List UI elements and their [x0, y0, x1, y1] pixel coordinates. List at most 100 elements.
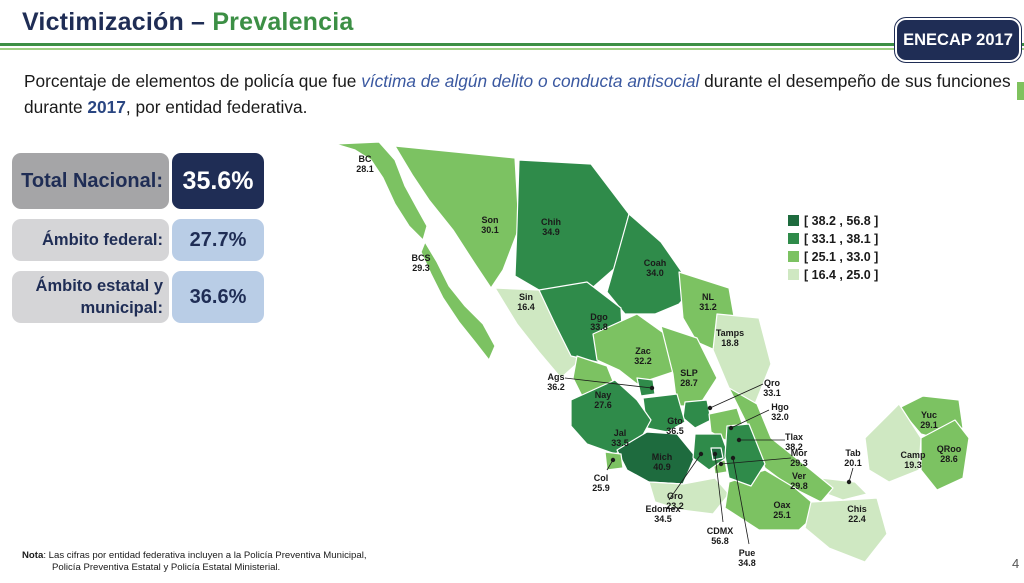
- header-rule-dark: [0, 43, 1024, 46]
- ambito-estatal-label-line1: Ámbito estatal y: [35, 277, 163, 295]
- state-value-slp: 28.7: [680, 378, 698, 388]
- state-label-cdmx: CDMX: [707, 526, 734, 536]
- legend-swatch-1: [788, 215, 799, 226]
- page-number: 4: [1012, 556, 1020, 571]
- state-value-chih: 34.9: [542, 227, 560, 237]
- subtitle-part1: Porcentaje de elementos de policía que f…: [24, 71, 362, 91]
- state-value-yuc: 29.1: [920, 420, 938, 430]
- state-label-yuc: Yuc: [921, 410, 937, 420]
- marker-dot-qro: [707, 405, 713, 411]
- legend-range-2: [ 33.1 , 38.1 ]: [804, 231, 879, 246]
- marker-dot-mor: [718, 461, 724, 467]
- state-label-jal: Jal: [614, 428, 627, 438]
- marker-dot-cdmx: [712, 451, 718, 457]
- legend-range-1: [ 38.2 , 56.8 ]: [804, 213, 879, 228]
- state-label-son: Son: [482, 215, 499, 225]
- state-label-zac: Zac: [635, 346, 651, 356]
- state-value-hgo: 32.0: [771, 412, 789, 422]
- marker-dot-tlax: [736, 437, 742, 443]
- legend-item-3: [ 25.1 , 33.0 ]: [788, 248, 878, 265]
- state-value-col: 25.9: [592, 483, 610, 493]
- marker-dot-col: [610, 457, 616, 463]
- state-value-edomex: 34.5: [654, 514, 672, 524]
- state-label-nl: NL: [702, 292, 714, 302]
- state-zac: [592, 313, 674, 385]
- survey-badge: ENECAP 2017: [897, 20, 1019, 60]
- map-legend: [ 38.2 , 56.8 ] [ 33.1 , 38.1 ] [ 25.1 ,…: [788, 212, 878, 284]
- state-label-tab: Tab: [845, 448, 861, 458]
- map-svg: BC28.1Son30.1Chih34.9Coah34.0BCS29.3Sin1…: [334, 141, 970, 568]
- subtitle-year: 2017: [87, 97, 126, 117]
- title-victimizacion: Victimización –: [22, 8, 213, 36]
- ambito-federal-label: Ámbito federal:: [12, 219, 169, 261]
- state-value-tab: 20.1: [844, 458, 862, 468]
- footnote-line1: : Las cifras por entidad federativa incl…: [43, 550, 367, 561]
- state-label-mich: Mich: [652, 452, 673, 462]
- legend-item-4: [ 16.4 , 25.0 ]: [788, 266, 878, 283]
- state-value-ags: 36.2: [547, 382, 565, 392]
- state-label-ver: Ver: [792, 471, 807, 481]
- state-value-jal: 33.5: [611, 438, 629, 448]
- state-value-cdmx: 56.8: [711, 536, 729, 546]
- subtitle-part2: durante el desempeño de sus funciones du…: [24, 71, 1011, 117]
- state-camp: [864, 403, 922, 483]
- header-rule-light: [0, 48, 1024, 50]
- state-label-slp: SLP: [680, 368, 698, 378]
- state-value-bcs: 29.3: [412, 263, 430, 273]
- chart-subtitle: Porcentaje de elementos de policía que f…: [24, 68, 1014, 120]
- state-label-gto: Gto: [667, 416, 683, 426]
- leader-line-pue: [732, 457, 750, 545]
- state-label-tlax: Tlax: [785, 432, 803, 442]
- state-value-oax: 25.1: [773, 510, 791, 520]
- legend-range-3: [ 25.1 , 33.0 ]: [804, 249, 879, 264]
- state-label-edomex: Edomex: [645, 504, 680, 514]
- state-label-pue: Pue: [739, 548, 756, 558]
- state-label-qro: Qro: [764, 378, 781, 388]
- marker-dot-ags: [649, 385, 655, 391]
- state-value-zac: 32.2: [634, 356, 652, 366]
- state-chis: [804, 497, 888, 563]
- state-son: [394, 145, 520, 289]
- footnote-label: Nota: [22, 550, 44, 561]
- leader-line-edomex: [668, 453, 702, 501]
- state-bc: [334, 141, 428, 241]
- state-label-chih: Chih: [541, 217, 561, 227]
- legend-swatch-2: [788, 233, 799, 244]
- legend-item-1: [ 38.2 , 56.8 ]: [788, 212, 878, 229]
- state-value-sin: 16.4: [517, 302, 535, 312]
- state-label-ags: Ags: [547, 372, 564, 382]
- state-value-son: 30.1: [481, 225, 499, 235]
- state-label-dgo: Dgo: [590, 312, 608, 322]
- state-value-gro: 23.2: [666, 501, 684, 511]
- leader-line-hgo: [730, 409, 770, 429]
- state-label-nay: Nay: [595, 390, 612, 400]
- footnote-line2: Policía Preventiva Estatal y Policía Est…: [52, 562, 281, 573]
- state-value-bc: 28.1: [356, 164, 374, 174]
- state-label-chis: Chis: [847, 504, 867, 514]
- state-qroo: [920, 419, 970, 491]
- state-value-tamps: 18.8: [721, 338, 739, 348]
- ambito-estatal-value: 36.6%: [172, 271, 264, 323]
- leader-line-qro: [709, 383, 764, 409]
- state-value-chis: 22.4: [848, 514, 866, 524]
- state-label-coah: Coah: [644, 258, 667, 268]
- footnote: Nota: Las cifras por entidad federativa …: [22, 550, 367, 574]
- state-value-pue: 34.8: [738, 558, 756, 568]
- subtitle-part3: , por entidad federativa.: [125, 97, 308, 117]
- leader-line-cdmx: [714, 453, 724, 523]
- state-value-qroo: 28.6: [940, 454, 958, 464]
- state-label-mor: Mor: [791, 448, 808, 458]
- marker-dot-hgo: [728, 425, 734, 431]
- page-title: Victimización – Prevalencia: [22, 8, 354, 37]
- legend-swatch-4: [788, 269, 799, 280]
- legend-item-2: [ 33.1 , 38.1 ]: [788, 230, 878, 247]
- state-coah: [606, 213, 694, 315]
- state-label-camp: Camp: [900, 450, 926, 460]
- marker-dot-edomex: [698, 451, 704, 457]
- ambito-estatal-label: Ámbito estatal y municipal:: [12, 271, 169, 323]
- state-mich: [616, 431, 696, 485]
- state-label-bc: BC: [359, 154, 372, 164]
- state-edomex: [692, 433, 730, 471]
- state-label-tamps: Tamps: [716, 328, 744, 338]
- total-nacional-value: 35.6%: [172, 153, 264, 209]
